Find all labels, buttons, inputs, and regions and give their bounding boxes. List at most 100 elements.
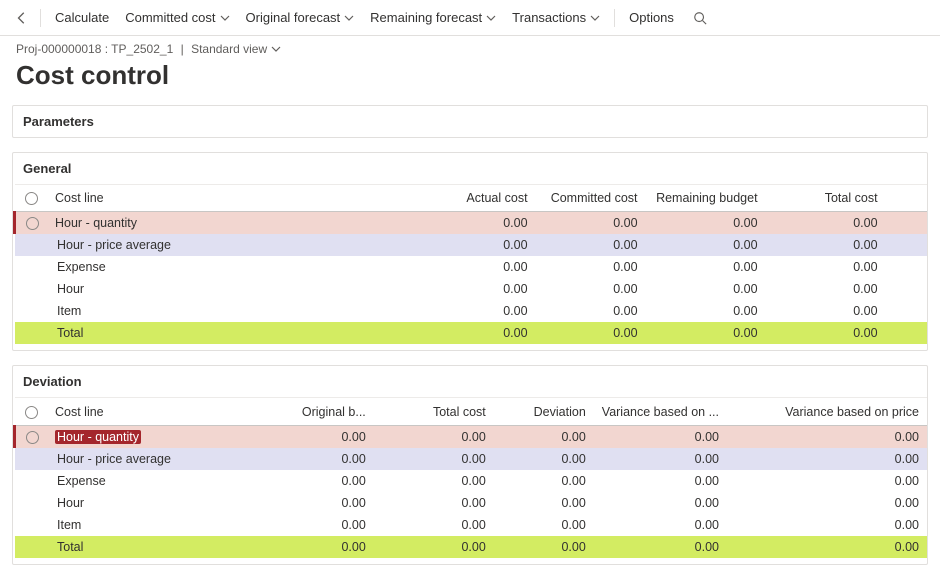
cell-spacer <box>886 278 927 300</box>
cell-total: 0.00 <box>766 256 886 278</box>
col-committed-cost[interactable]: Committed cost <box>536 185 646 212</box>
cell-vq: 0.00 <box>594 425 727 448</box>
row-radio[interactable] <box>15 448 48 470</box>
table-row[interactable]: Hour - price average0.000.000.000.000.00 <box>15 448 928 470</box>
cell-remaining: 0.00 <box>646 300 766 322</box>
table-row[interactable]: Total0.000.000.000.00 <box>15 322 928 344</box>
row-radio[interactable] <box>15 492 48 514</box>
parameters-header[interactable]: Parameters <box>13 106 927 137</box>
cell-actual: 0.00 <box>436 212 536 235</box>
cell-original: 0.00 <box>284 514 374 536</box>
col-actual-cost[interactable]: Actual cost <box>436 185 536 212</box>
transactions-label: Transactions <box>512 10 586 25</box>
table-row[interactable]: Expense0.000.000.000.000.00 <box>15 470 928 492</box>
cell-actual: 0.00 <box>436 278 536 300</box>
row-radio[interactable] <box>15 322 48 344</box>
select-all-radio[interactable] <box>15 185 48 212</box>
back-arrow-icon[interactable] <box>12 8 32 28</box>
row-radio[interactable] <box>15 470 48 492</box>
col-variance-qty[interactable]: Variance based on ... <box>594 398 727 425</box>
table-row[interactable]: Item0.000.000.000.00 <box>15 300 928 322</box>
toolbar-divider <box>614 9 615 27</box>
col-cost-line[interactable]: Cost line <box>47 398 284 425</box>
view-dropdown[interactable]: Standard view <box>191 42 281 56</box>
cell-remaining: 0.00 <box>646 256 766 278</box>
cell-committed: 0.00 <box>536 322 646 344</box>
row-radio[interactable] <box>15 514 48 536</box>
parameters-panel: Parameters <box>12 105 928 138</box>
breadcrumb: Proj-000000018 : TP_2502_1 | Standard vi… <box>0 36 940 56</box>
toolbar: Calculate Committed cost Original foreca… <box>0 0 940 36</box>
remaining-forecast-menu[interactable]: Remaining forecast <box>364 6 502 29</box>
cell-spacer <box>886 322 927 344</box>
cell-total: 0.00 <box>374 448 494 470</box>
committed-cost-menu[interactable]: Committed cost <box>119 6 235 29</box>
cell-vq: 0.00 <box>594 536 727 558</box>
cell-cost-line: Hour <box>47 492 284 514</box>
col-variance-price[interactable]: Variance based on price <box>727 398 927 425</box>
project-id: Proj-000000018 : TP_2502_1 <box>16 42 173 56</box>
table-row[interactable]: Hour - quantity0.000.000.000.000.00 <box>15 425 928 448</box>
cell-actual: 0.00 <box>436 256 536 278</box>
options-menu[interactable]: Options <box>623 6 680 29</box>
col-spacer <box>886 185 927 212</box>
deviation-header[interactable]: Deviation <box>13 366 927 397</box>
cell-total: 0.00 <box>374 514 494 536</box>
row-radio[interactable] <box>15 212 48 235</box>
col-deviation[interactable]: Deviation <box>494 398 594 425</box>
chevron-down-icon <box>344 13 354 23</box>
committed-cost-label: Committed cost <box>125 10 215 25</box>
cell-cost-line: Total <box>47 322 436 344</box>
remaining-forecast-label: Remaining forecast <box>370 10 482 25</box>
row-radio[interactable] <box>15 425 48 448</box>
cell-deviation: 0.00 <box>494 470 594 492</box>
general-header[interactable]: General <box>13 153 927 184</box>
cell-deviation: 0.00 <box>494 514 594 536</box>
cell-total: 0.00 <box>766 234 886 256</box>
table-row[interactable]: Hour - price average0.000.000.000.00 <box>15 234 928 256</box>
cell-remaining: 0.00 <box>646 234 766 256</box>
chevron-down-icon <box>486 13 496 23</box>
select-all-radio[interactable] <box>15 398 48 425</box>
cell-original: 0.00 <box>284 470 374 492</box>
search-icon[interactable] <box>692 10 708 26</box>
cell-deviation: 0.00 <box>494 536 594 558</box>
cell-vp: 0.00 <box>727 492 927 514</box>
table-row[interactable]: Hour0.000.000.000.00 <box>15 278 928 300</box>
options-label: Options <box>629 10 674 25</box>
table-row[interactable]: Hour - quantity0.000.000.000.00 <box>15 212 928 235</box>
cell-spacer <box>886 300 927 322</box>
table-row[interactable]: Total0.000.000.000.000.00 <box>15 536 928 558</box>
table-row[interactable]: Expense0.000.000.000.00 <box>15 256 928 278</box>
cell-original: 0.00 <box>284 492 374 514</box>
col-cost-line[interactable]: Cost line <box>47 185 436 212</box>
chevron-down-icon <box>590 13 600 23</box>
table-row[interactable]: Item0.000.000.000.000.00 <box>15 514 928 536</box>
col-original-b[interactable]: Original b... <box>284 398 374 425</box>
calculate-button[interactable]: Calculate <box>49 6 115 29</box>
deviation-grid: Cost line Original b... Total cost Devia… <box>13 397 927 557</box>
cell-vp: 0.00 <box>727 425 927 448</box>
cell-actual: 0.00 <box>436 234 536 256</box>
transactions-menu[interactable]: Transactions <box>506 6 606 29</box>
cell-vq: 0.00 <box>594 514 727 536</box>
row-radio[interactable] <box>15 536 48 558</box>
cell-committed: 0.00 <box>536 300 646 322</box>
toolbar-divider <box>40 9 41 27</box>
row-radio[interactable] <box>15 256 48 278</box>
row-radio[interactable] <box>15 300 48 322</box>
cell-spacer <box>886 234 927 256</box>
cell-total: 0.00 <box>374 470 494 492</box>
original-forecast-menu[interactable]: Original forecast <box>240 6 361 29</box>
row-radio[interactable] <box>15 234 48 256</box>
breadcrumb-separator: | <box>181 42 184 56</box>
col-remaining-budget[interactable]: Remaining budget <box>646 185 766 212</box>
cell-committed: 0.00 <box>536 234 646 256</box>
col-total-cost[interactable]: Total cost <box>766 185 886 212</box>
deviation-panel: Deviation Cost line Original b... Total … <box>12 365 928 564</box>
col-total-cost[interactable]: Total cost <box>374 398 494 425</box>
row-radio[interactable] <box>15 278 48 300</box>
table-row[interactable]: Hour0.000.000.000.000.00 <box>15 492 928 514</box>
cell-deviation: 0.00 <box>494 492 594 514</box>
cell-cost-line: Hour - price average <box>47 234 436 256</box>
